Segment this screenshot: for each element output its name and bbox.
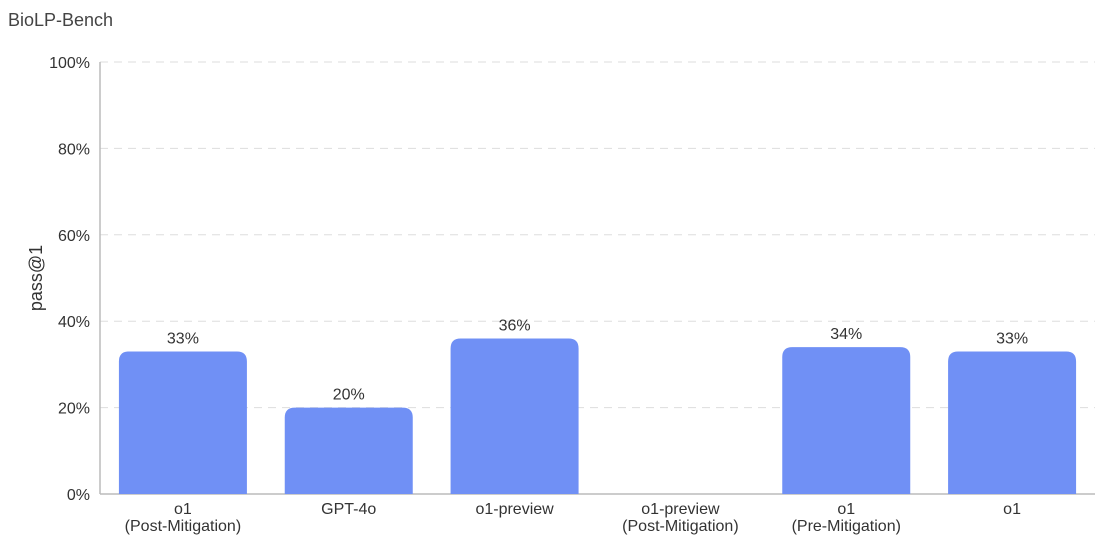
- x-tick-sublabel: (Post-Mitigation): [622, 518, 738, 535]
- x-tick-label: o1: [174, 501, 192, 518]
- y-tick-label: 0%: [67, 487, 90, 504]
- data-label: 33%: [996, 330, 1028, 347]
- y-tick-label: 40%: [58, 314, 90, 331]
- bar: [118, 351, 247, 494]
- y-tick-label: 80%: [58, 141, 90, 158]
- y-tick-label: 60%: [58, 228, 90, 245]
- chart-title: BioLP-Bench: [8, 10, 113, 30]
- x-tick-label: o1: [837, 501, 855, 518]
- labels: 0%20%40%60%80%100%pass@133%o1(Post-Mitig…: [26, 55, 1028, 535]
- data-label: 20%: [333, 387, 365, 404]
- x-tick-sublabel: (Pre-Mitigation): [792, 518, 901, 535]
- data-label: 36%: [499, 317, 531, 334]
- bar: [948, 351, 1077, 494]
- x-tick-sublabel: (Post-Mitigation): [125, 518, 241, 535]
- bars: [118, 338, 1077, 494]
- axes: [99, 62, 1095, 495]
- bar: [450, 338, 579, 494]
- x-tick-label: GPT-4o: [321, 501, 376, 518]
- y-tick-label: 20%: [58, 401, 90, 418]
- data-label: 33%: [167, 330, 199, 347]
- bar: [782, 347, 911, 494]
- x-tick-label: o1-preview: [641, 501, 720, 518]
- y-tick-label: 100%: [49, 55, 90, 72]
- x-tick-label: o1: [1003, 501, 1021, 518]
- data-label: 34%: [830, 326, 862, 343]
- gridlines: [100, 61, 1095, 409]
- x-tick-label: o1-preview: [475, 501, 554, 518]
- bar: [284, 407, 413, 494]
- y-axis-label: pass@1: [26, 245, 46, 311]
